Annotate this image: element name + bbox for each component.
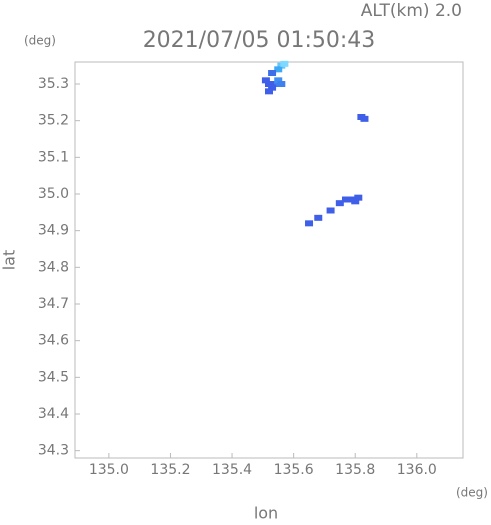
echo-point xyxy=(354,194,363,201)
x-axis-label: lon xyxy=(254,504,278,522)
echo-point xyxy=(274,66,283,73)
x-tick-label: 136.0 xyxy=(397,462,437,478)
y-tick-label: 34.3 xyxy=(38,443,69,459)
y-tick-label: 34.8 xyxy=(38,259,69,275)
y-unit: (deg) xyxy=(24,34,56,48)
echo-point xyxy=(314,214,323,221)
echo-point xyxy=(280,60,289,67)
echo-point xyxy=(268,84,277,91)
echo-point xyxy=(360,115,369,122)
altitude: ALT(km) 2.0 xyxy=(361,1,462,21)
x-unit: (deg) xyxy=(456,486,488,500)
x-tick-label: 135.0 xyxy=(89,462,129,478)
y-axis-label: lat xyxy=(0,250,19,271)
echo-point xyxy=(274,77,283,84)
y-tick-label: 35.2 xyxy=(38,113,69,129)
y-tick-label: 34.5 xyxy=(38,369,69,385)
x-tick-label: 135.6 xyxy=(274,462,314,478)
x-tick-label: 135.2 xyxy=(150,462,190,478)
echo-point xyxy=(268,70,277,76)
echo-point xyxy=(265,88,273,95)
y-tick-label: 34.4 xyxy=(38,406,69,422)
y-tick-label: 34.9 xyxy=(38,223,69,239)
echo-point xyxy=(277,81,286,87)
y-tick-label: 34.6 xyxy=(38,333,69,349)
x-tick-label: 135.8 xyxy=(335,462,375,478)
echo-point xyxy=(351,198,360,205)
echo-point xyxy=(261,77,270,84)
echo-point xyxy=(335,200,344,207)
echo-point xyxy=(305,220,314,227)
chart-title: 2021/07/05 01:50:43 xyxy=(143,28,376,53)
plot-frame xyxy=(74,61,464,459)
x-tick-label: 135.4 xyxy=(212,462,252,478)
y-tick-label: 35.1 xyxy=(38,149,69,165)
echo-point xyxy=(265,81,273,87)
echo-point xyxy=(326,207,335,214)
echo-point xyxy=(341,196,350,203)
y-tick-label: 35.3 xyxy=(38,76,69,92)
y-tick-label: 35.0 xyxy=(38,186,69,202)
y-tick-label: 34.7 xyxy=(38,296,69,312)
